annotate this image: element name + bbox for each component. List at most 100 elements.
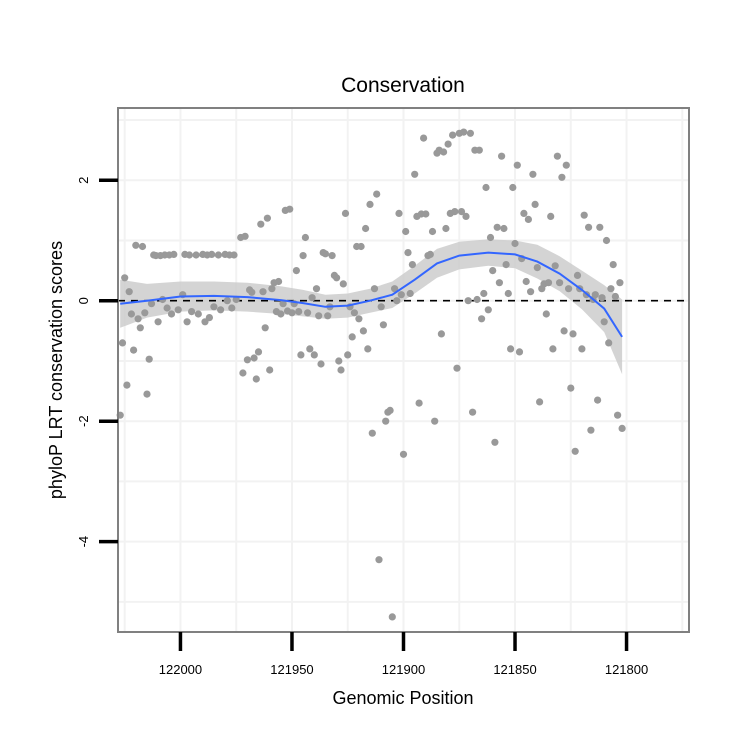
data-point xyxy=(393,297,401,305)
data-point xyxy=(493,223,501,231)
data-point xyxy=(377,303,385,311)
data-point xyxy=(163,304,171,312)
y-axis: 2 0 -2 -4 xyxy=(76,177,118,548)
data-points xyxy=(116,128,626,621)
data-point xyxy=(404,249,412,257)
data-point xyxy=(533,264,541,272)
data-point xyxy=(368,429,376,437)
data-point xyxy=(491,438,499,446)
data-point xyxy=(306,345,314,353)
data-point xyxy=(453,364,461,372)
data-point xyxy=(562,161,570,169)
data-point xyxy=(324,312,332,320)
data-point xyxy=(315,312,323,320)
data-point xyxy=(127,310,135,318)
data-point xyxy=(241,232,249,240)
data-point xyxy=(565,285,573,293)
data-point xyxy=(524,215,533,223)
data-point xyxy=(279,300,287,308)
data-point xyxy=(431,417,439,425)
data-point xyxy=(257,220,265,228)
data-point xyxy=(375,556,383,564)
data-point xyxy=(373,190,381,198)
data-point xyxy=(591,291,599,299)
data-point xyxy=(507,345,515,353)
grid-lines xyxy=(118,108,689,632)
data-point xyxy=(145,355,153,363)
data-point xyxy=(600,318,608,326)
data-point xyxy=(339,280,347,288)
data-point xyxy=(143,390,151,398)
data-point xyxy=(478,315,486,323)
data-point xyxy=(580,211,588,219)
data-point xyxy=(420,134,428,142)
data-point xyxy=(585,223,593,231)
data-point xyxy=(560,327,568,335)
data-point xyxy=(167,310,176,318)
data-point xyxy=(317,360,325,368)
data-point xyxy=(509,183,517,192)
data-point xyxy=(460,128,468,136)
data-point xyxy=(304,309,312,317)
data-point xyxy=(136,324,144,332)
data-point xyxy=(297,351,305,359)
data-point xyxy=(475,146,483,154)
data-point xyxy=(498,152,506,160)
data-point xyxy=(415,399,423,407)
smooth-fit-line xyxy=(120,251,623,338)
data-point xyxy=(428,227,437,236)
data-point xyxy=(205,314,213,322)
data-point xyxy=(277,310,285,318)
data-point xyxy=(596,223,604,231)
data-point xyxy=(359,327,367,335)
data-point xyxy=(275,277,283,286)
data-point xyxy=(547,212,555,220)
data-point xyxy=(263,214,271,222)
data-point xyxy=(259,288,267,296)
data-point xyxy=(527,288,535,296)
data-point xyxy=(614,411,622,419)
data-point xyxy=(402,227,410,236)
data-point xyxy=(286,205,294,213)
y-tick-label: 0 xyxy=(76,297,91,304)
data-point xyxy=(399,450,408,458)
data-point xyxy=(217,306,225,314)
data-point xyxy=(344,351,352,359)
x-tick-label: 121900 xyxy=(382,662,425,677)
data-point xyxy=(571,447,579,455)
data-point xyxy=(551,262,559,270)
confidence-band xyxy=(120,239,623,375)
data-point xyxy=(594,396,602,404)
y-axis-label: phyloP LRT conservation scores xyxy=(46,241,66,499)
x-tick-label: 121850 xyxy=(493,662,536,677)
data-point xyxy=(511,239,519,248)
data-point xyxy=(482,183,490,192)
data-point xyxy=(192,251,200,259)
x-tick-label: 121800 xyxy=(605,662,648,677)
data-point xyxy=(254,348,263,356)
data-point xyxy=(449,131,457,139)
data-point xyxy=(466,129,474,137)
data-point xyxy=(469,408,477,416)
data-point xyxy=(118,339,127,347)
data-point xyxy=(321,250,329,258)
data-point xyxy=(288,309,296,317)
y-tick-label: -4 xyxy=(76,536,91,548)
data-point xyxy=(558,173,566,181)
data-point xyxy=(243,356,251,364)
data-point xyxy=(170,250,178,258)
data-point xyxy=(437,330,445,338)
data-point xyxy=(208,250,216,258)
data-point xyxy=(130,346,138,354)
y-tick-label: 2 xyxy=(76,177,91,184)
data-point xyxy=(350,309,358,317)
data-point xyxy=(185,251,193,259)
data-point xyxy=(295,308,303,316)
data-point xyxy=(239,369,247,377)
data-point xyxy=(408,261,416,269)
data-point xyxy=(134,315,142,323)
data-point xyxy=(520,209,528,217)
data-point xyxy=(442,224,450,233)
data-point xyxy=(310,351,318,359)
data-point xyxy=(569,330,577,338)
